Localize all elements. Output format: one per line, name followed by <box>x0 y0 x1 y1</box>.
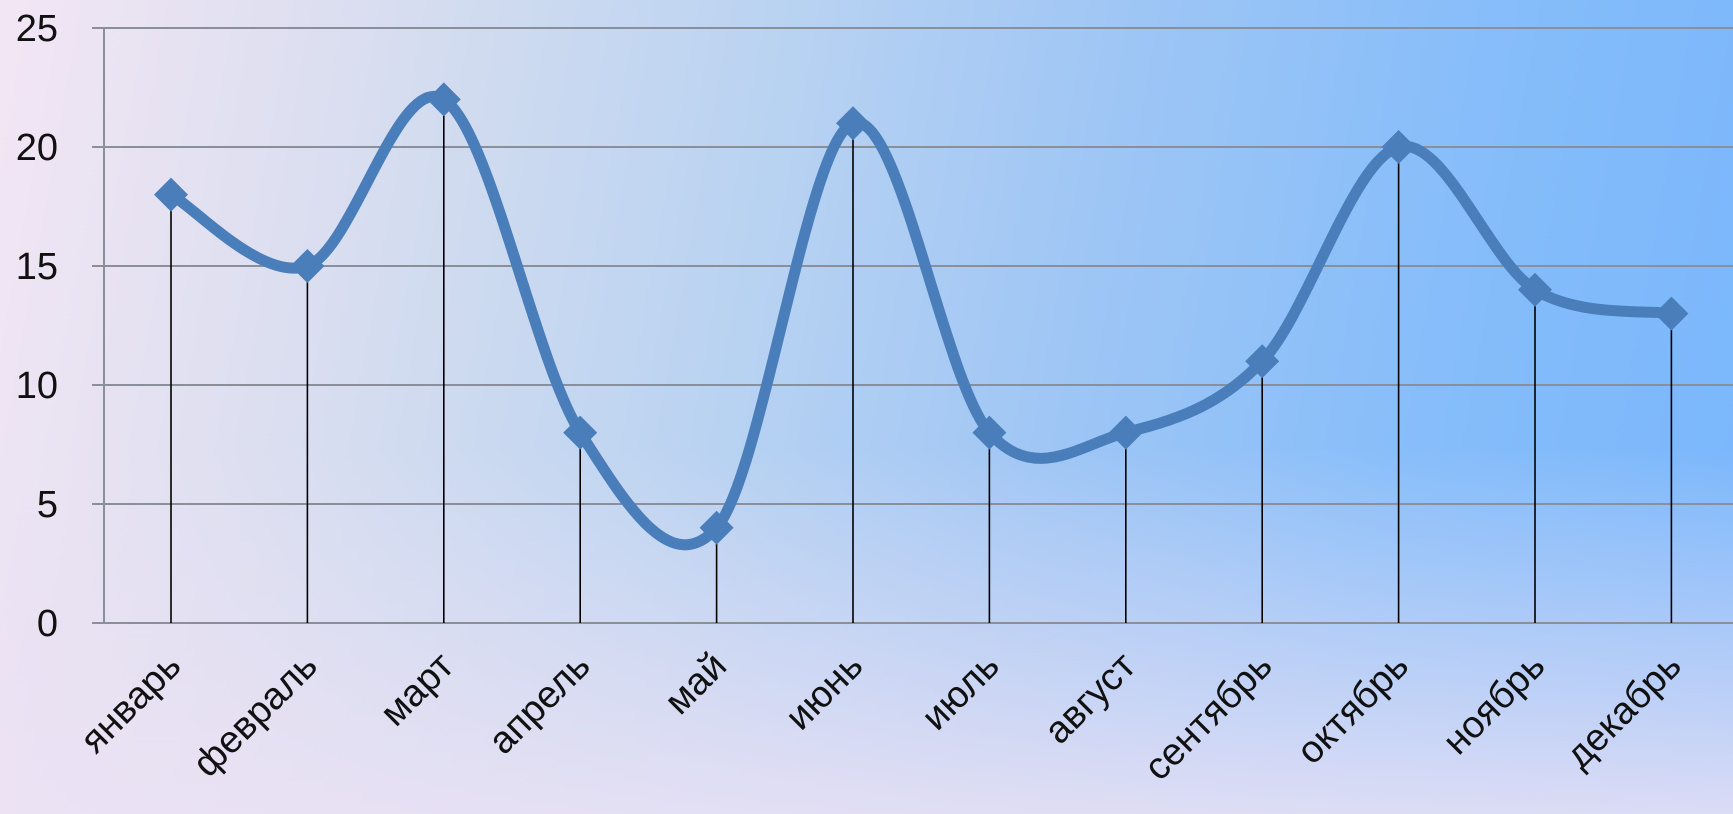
data-point-февраль <box>290 249 325 283</box>
x-category-label: ноябрь <box>1435 645 1553 763</box>
data-point-апрель <box>563 415 598 450</box>
series-line <box>165 91 1677 551</box>
drop-lines <box>170 99 1673 623</box>
x-category-label: июль <box>914 645 1008 739</box>
x-category-label: сентябрь <box>1136 645 1280 789</box>
data-point-октябрь <box>1381 130 1416 164</box>
y-tick-label: 0 <box>37 603 58 645</box>
y-tick-label: 10 <box>16 365 58 407</box>
x-category-label: январь <box>72 645 189 762</box>
x-category-label: май <box>657 645 735 723</box>
data-point-май <box>699 510 734 545</box>
y-tick-label: 25 <box>16 8 58 50</box>
data-point-март <box>426 82 461 117</box>
y-tick-label: 20 <box>16 127 58 169</box>
data-point-сентябрь <box>1245 344 1280 379</box>
x-category-label: март <box>372 645 462 735</box>
x-category-label: июнь <box>778 645 872 739</box>
x-category-label: октябрь <box>1289 645 1417 773</box>
data-point-август <box>1108 415 1143 450</box>
data-point-июнь <box>836 106 870 141</box>
x-category-label: декабрь <box>1558 645 1690 777</box>
x-category-label: февраль <box>185 645 326 786</box>
data-point-июль <box>972 415 1007 450</box>
data-point-ноябрь <box>1518 272 1552 307</box>
x-category-label: апрель <box>481 645 599 763</box>
x-category-label: август <box>1037 645 1145 753</box>
data-markers <box>154 82 1689 545</box>
y-tick-label: 5 <box>37 484 58 526</box>
data-point-январь <box>154 177 188 212</box>
y-axis-ticks: 0 5 10 15 20 25 <box>16 8 58 645</box>
grid-lines <box>92 27 1733 624</box>
data-point-декабрь <box>1654 296 1689 331</box>
y-tick-label: 15 <box>16 246 58 288</box>
